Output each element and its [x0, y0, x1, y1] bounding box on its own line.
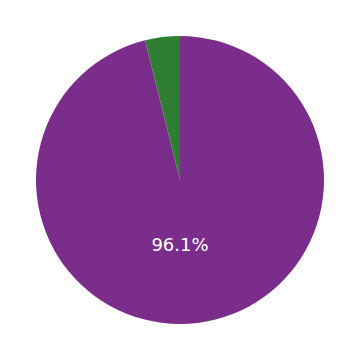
svg-text:96.1%: 96.1%	[151, 234, 208, 255]
